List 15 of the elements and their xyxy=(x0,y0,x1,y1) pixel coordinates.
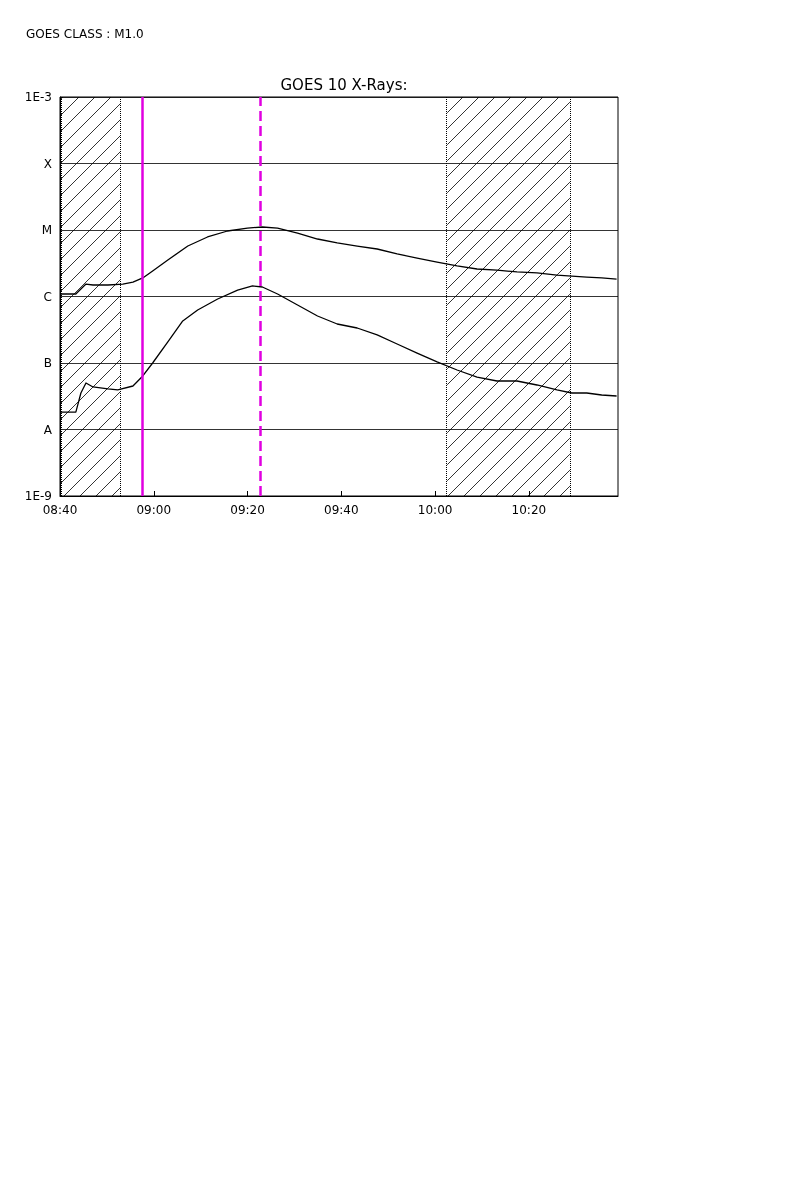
y-tick-label: 1E-9 xyxy=(24,489,52,503)
y-tick-label: B xyxy=(43,356,52,370)
x-tick-label: 09:20 xyxy=(230,503,265,517)
x-tick-label: 09:00 xyxy=(136,503,172,517)
x-tick-label: 10:00 xyxy=(417,503,453,517)
x-tick-label: 10:20 xyxy=(511,503,547,517)
x-tick-label: 09:40 xyxy=(324,503,359,517)
y-tick-label: X xyxy=(43,156,52,171)
chart-title: GOES 10 X-Rays: xyxy=(280,75,408,94)
x-tick-label: 08:40 xyxy=(42,503,78,517)
y-tick-label: 1E-3 xyxy=(24,90,52,104)
y-tick-label: C xyxy=(43,289,52,304)
y-tick-label: M xyxy=(41,223,52,237)
y-tick-label: A xyxy=(43,422,53,437)
text: GOES CLASS : M1.0 xyxy=(26,27,144,41)
